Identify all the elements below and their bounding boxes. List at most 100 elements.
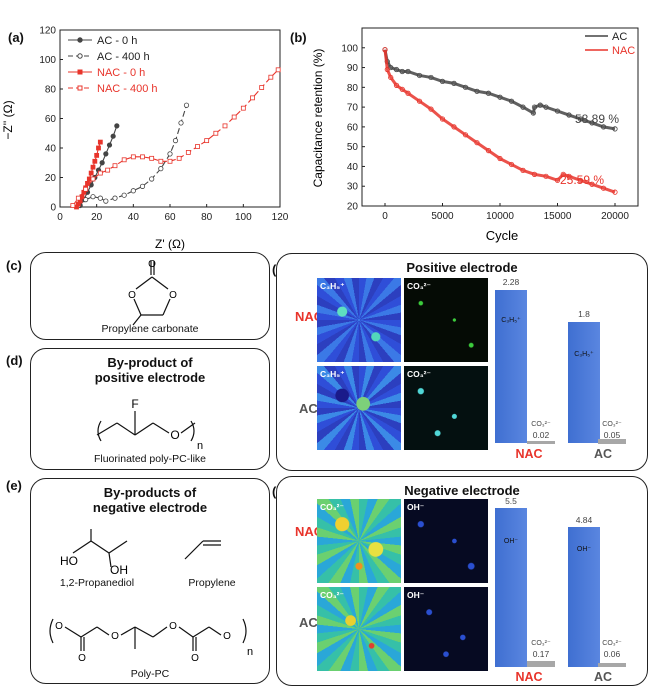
map-ac-oh: OH⁻ xyxy=(404,587,488,671)
data-point xyxy=(110,133,116,139)
bar-value: 0.05 xyxy=(603,430,621,440)
data-point xyxy=(393,66,400,73)
annotation-nac: 25.59 % xyxy=(560,173,604,187)
chart-a: 0 20 40 60 80 100 120 0 20 40 60 80 100 120 AC - 0 h AC… xyxy=(1,26,289,252)
data-point xyxy=(566,173,572,179)
data-point xyxy=(554,177,561,183)
atom-o-carbonyl: O xyxy=(148,259,156,270)
data-point xyxy=(577,116,584,122)
box-positive-electrode: Positive electrode NAC AC C₃H₅⁺ CO₃²⁻ C₃… xyxy=(276,253,648,471)
bar-label: OH⁻ xyxy=(503,538,519,545)
atom-oh: OH xyxy=(110,563,128,577)
data-point xyxy=(149,176,155,182)
y-tick-label: 50 xyxy=(347,142,359,153)
data-point xyxy=(520,167,526,173)
data-point xyxy=(485,90,492,96)
panel-label-d: (d) xyxy=(6,353,23,368)
data-point xyxy=(399,86,405,92)
annotation-ac: 58.89 % xyxy=(575,112,619,126)
polypc-o-2: O xyxy=(111,631,119,642)
map-label: C₃H₅⁺ xyxy=(320,369,345,379)
map-nac-co3: CO₃²⁻ xyxy=(404,278,488,362)
data-point xyxy=(405,90,411,96)
data-point xyxy=(497,155,503,162)
bar-ac-c3h5 xyxy=(568,322,600,443)
bar-value: 5.5 xyxy=(505,496,517,506)
x-tick-label: 20 xyxy=(91,212,103,223)
negative-electrode-title: Negative electrode xyxy=(404,483,520,498)
data-point xyxy=(589,181,595,187)
data-point xyxy=(554,108,561,114)
data-point xyxy=(112,163,118,169)
positive-byproduct-title-2: positive electrode xyxy=(94,370,206,385)
row-label-nac: NAC xyxy=(295,309,324,324)
row-label-nac: NAC xyxy=(295,524,324,539)
data-point xyxy=(140,154,145,160)
bar-label: CO₃²⁻ xyxy=(531,640,551,647)
data-point xyxy=(213,130,219,136)
map-label: OH⁻ xyxy=(407,590,425,600)
bar-value: 2.28 xyxy=(502,277,520,287)
data-point xyxy=(451,124,457,130)
map-label: CO₃²⁻ xyxy=(407,369,431,379)
data-point xyxy=(577,177,584,183)
data-point xyxy=(121,192,127,198)
x-tick-label: 5000 xyxy=(431,211,454,222)
bar-label: OH⁻ xyxy=(576,546,592,553)
chart-a-xlabel: Z' (Ω) xyxy=(155,237,185,251)
y-tick-label: 100 xyxy=(341,43,358,54)
data-point xyxy=(393,82,400,88)
data-point xyxy=(97,195,103,201)
legend-marker xyxy=(77,37,83,43)
legend-label: NAC - 400 h xyxy=(97,83,158,95)
positive-byproduct-title-1: By-product of xyxy=(107,355,193,370)
map-nac-oh: OH⁻ xyxy=(404,499,488,583)
data-point xyxy=(183,102,190,108)
data-point xyxy=(531,171,538,177)
data-point xyxy=(94,152,100,158)
data-point xyxy=(88,170,94,176)
legend-marker xyxy=(77,85,83,91)
caption-propylene-carbonate: Propylene carbonate xyxy=(101,323,199,335)
data-point xyxy=(158,158,164,164)
y-tick-label: 80 xyxy=(347,83,359,94)
chart-b-ylabel: Capacitance retention (%) xyxy=(311,49,325,188)
data-point xyxy=(99,160,105,166)
y-tick-label: 40 xyxy=(45,144,57,155)
bar-label: C₃H₅⁺ xyxy=(501,317,521,324)
legend-marker xyxy=(77,53,83,59)
x-tick-label: 60 xyxy=(164,212,176,223)
caption-propylene: Propylene xyxy=(188,577,236,589)
atom-f: F xyxy=(131,397,138,411)
data-point xyxy=(416,72,423,79)
subscript-n: n xyxy=(197,440,203,452)
bar-value: 1.8 xyxy=(578,309,590,319)
x-tick-label: 80 xyxy=(201,212,213,223)
y-tick-label: 90 xyxy=(347,63,359,74)
data-point xyxy=(268,74,274,80)
box-negative-electrode: Negative electrode NAC AC CO₃²⁻ OH⁻ CO₃²… xyxy=(276,476,648,686)
data-point xyxy=(92,158,98,164)
data-point xyxy=(474,140,480,146)
data-point xyxy=(130,154,136,160)
data-point xyxy=(85,180,90,186)
data-point xyxy=(612,189,618,195)
negative-byproducts-title-2: negative electrode xyxy=(92,500,208,515)
data-point xyxy=(149,155,155,161)
x-tick-label: 0 xyxy=(382,211,388,222)
y-tick-label: 40 xyxy=(347,162,359,173)
y-tick-label: 80 xyxy=(45,85,57,96)
data-point xyxy=(600,124,607,130)
data-point xyxy=(178,120,184,126)
map-label: C₃H₅⁺ xyxy=(320,281,345,291)
data-point xyxy=(612,126,618,132)
y-tick-label: 60 xyxy=(347,122,359,133)
box-negative-byproducts: By-products of negative electrode xyxy=(30,478,270,684)
data-point xyxy=(83,197,89,203)
data-point xyxy=(399,68,405,75)
data-point xyxy=(451,80,457,86)
bar-value: 0.17 xyxy=(532,649,550,659)
box-positive-byproduct: By-product of positive electrode F O n F… xyxy=(30,348,270,470)
panel-label-b: (b) xyxy=(290,30,307,45)
panel-label-a: (a) xyxy=(8,30,24,45)
